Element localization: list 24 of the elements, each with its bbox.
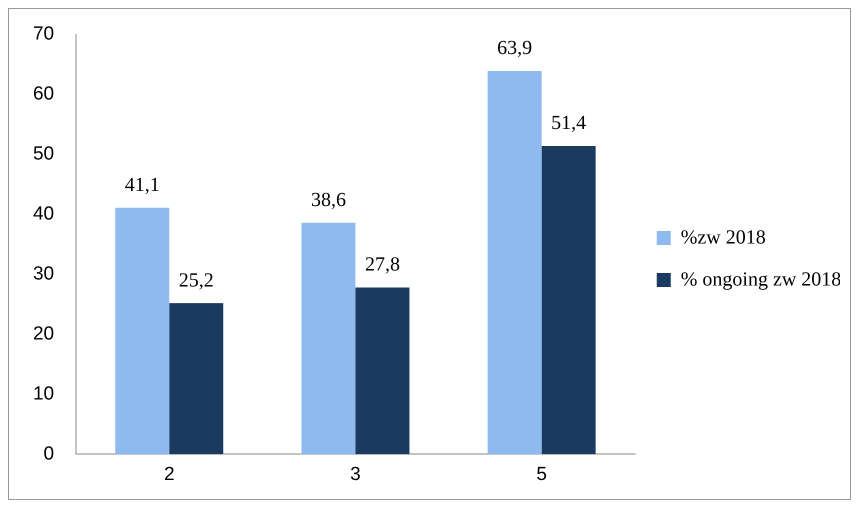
bar [542,146,596,454]
bar [169,303,224,454]
y-tick-label: 50 [32,144,54,165]
y-tick-label: 70 [32,24,54,45]
data-label: 27,8 [364,254,400,276]
x-tick-label: 5 [536,464,547,485]
data-label: 41,1 [124,174,160,196]
x-tick-label: 2 [164,464,175,485]
data-label: 51,4 [551,112,586,134]
y-tick-label: 60 [32,84,54,105]
bar [301,222,356,454]
data-label: 25,2 [178,269,214,292]
y-tick-label: 40 [32,204,54,225]
legend-label: %zw 2018 [680,226,766,248]
bar [488,70,542,454]
y-tick-label: 30 [32,264,54,285]
bar [115,208,170,454]
y-tick-label: 20 [32,323,54,344]
data-label: 63,9 [497,37,532,60]
y-tick-label: 10 [32,383,54,404]
y-tick-label: 0 [44,443,54,464]
x-tick-label: 3 [350,464,361,485]
bar [355,287,410,454]
data-label: 38,6 [310,188,346,211]
